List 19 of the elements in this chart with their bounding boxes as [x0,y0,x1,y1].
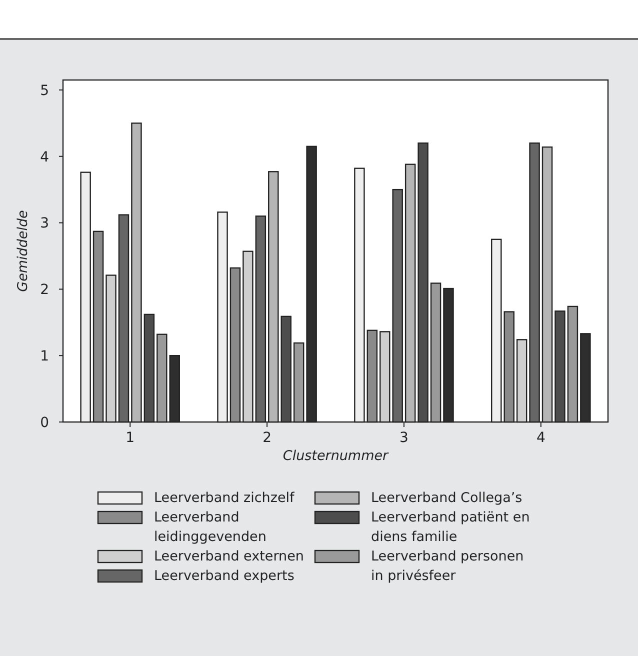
legend-label: Leerverband Collega’s [371,490,522,506]
y-tick-label: 1 [40,348,49,364]
y-tick-label: 3 [40,216,49,232]
y-tick-label: 5 [40,82,49,99]
y-axis-title: Gemiddelde [15,210,31,292]
legend-label: Leerverband leidinggevenden [154,510,266,545]
x-tick-label: 4 [536,430,546,446]
y-tick-label: 4 [40,149,50,166]
x-tick-label: 1 [126,430,135,446]
x-tick-label: 2 [262,430,272,446]
y-tick-label: 2 [40,282,49,298]
x-axis-title: Clusternummer [282,448,390,464]
legend-label: Leerverband externen [154,548,304,564]
legend-label: Leerverband zichzelf [154,490,296,506]
legend-label: Leerverband patiënt en diens familie [371,510,530,545]
y-tick-label: 0 [40,414,49,431]
legend-label: Leerverband personen in privésfeer [371,548,524,584]
legend-label: Leerverband experts [154,568,294,584]
x-tick-label: 3 [400,430,408,446]
